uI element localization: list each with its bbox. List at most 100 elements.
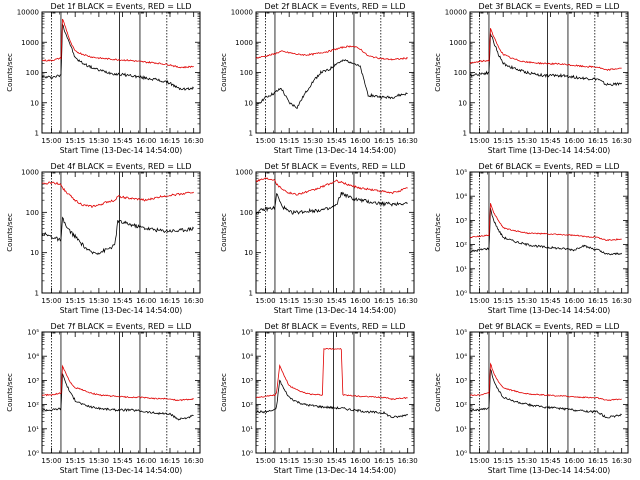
x-tick-label: 16:15 — [374, 297, 394, 305]
events-series-line — [469, 208, 623, 256]
x-axis-label: Start Time (13-Dec-14 14:54:00) — [60, 466, 182, 475]
panel-title: Det 6f BLACK = Events, RED = LLD — [478, 162, 619, 171]
y-axis-label: Counts/sec — [434, 213, 442, 252]
y-tick-label: 10⁵ — [455, 329, 467, 337]
x-tick-label: 15:15 — [65, 297, 85, 305]
y-tick-label: 100 — [454, 69, 467, 77]
y-tick-label: 10⁰ — [241, 450, 253, 458]
plot-frame — [41, 331, 201, 454]
events-series-line — [255, 379, 408, 419]
x-tick-label: 15:30 — [517, 457, 537, 465]
x-tick-label: 15:15 — [493, 457, 513, 465]
panel-det-5f: Det 5f BLACK = Events, RED = LLD Counts/s… — [220, 162, 418, 315]
panel-title: Det 8f BLACK = Events, RED = LLD — [264, 322, 405, 331]
x-tick-label: 16:15 — [160, 297, 180, 305]
lld-series-line — [469, 203, 622, 242]
plot-frame — [469, 331, 629, 454]
x-tick-label: 15:45 — [326, 137, 346, 145]
lld-series-line — [255, 45, 408, 61]
x-tick-label: 15:00 — [41, 137, 61, 145]
y-tick-label: 10000 — [17, 9, 39, 17]
panel-title: Det 9f BLACK = Events, RED = LLD — [478, 322, 619, 331]
lld-series-line — [469, 362, 622, 401]
x-tick-label: 16:00 — [564, 137, 584, 145]
y-tick-label: 1 — [463, 130, 467, 138]
events-series-line — [469, 33, 623, 87]
plot-frame — [41, 11, 201, 134]
y-axis-label: Counts/sec — [220, 373, 228, 412]
lld-series-line — [41, 18, 194, 69]
plot-frame — [41, 171, 201, 294]
y-tick-label: 10¹ — [27, 425, 39, 433]
x-tick-label: 15:00 — [255, 137, 275, 145]
y-tick-label: 100 — [26, 69, 39, 77]
y-tick-label: 10 — [458, 99, 467, 107]
x-tick-label: 15:00 — [469, 297, 489, 305]
x-tick-label: 16:30 — [398, 297, 418, 305]
panel-det-4f: Det 4f BLACK = Events, RED = LLD Counts/s… — [6, 162, 204, 315]
y-tick-label: 10000 — [231, 9, 253, 17]
events-series-line — [255, 59, 408, 110]
lld-series-line — [255, 177, 408, 196]
x-tick-label: 16:00 — [136, 297, 156, 305]
x-tick-label: 16:00 — [136, 457, 156, 465]
x-tick-label: 15:00 — [469, 457, 489, 465]
y-tick-label: 1000 — [449, 39, 467, 47]
x-tick-label: 16:30 — [612, 297, 632, 305]
y-tick-label: 10² — [455, 401, 467, 409]
x-tick-label: 15:15 — [493, 297, 513, 305]
x-tick-label: 16:30 — [612, 137, 632, 145]
y-tick-label: 1 — [249, 290, 253, 298]
x-axis-label: Start Time (13-Dec-14 14:54:00) — [274, 306, 396, 315]
y-axis-label: Counts/sec — [220, 213, 228, 252]
y-tick-label: 10⁴ — [241, 353, 253, 361]
events-series-line — [255, 191, 408, 215]
x-tick-label: 16:00 — [564, 457, 584, 465]
x-tick-label: 16:15 — [374, 137, 394, 145]
panel-title: Det 1f BLACK = Events, RED = LLD — [50, 2, 191, 11]
y-tick-label: 100 — [240, 69, 253, 77]
y-tick-label: 1000 — [235, 39, 253, 47]
lld-series-line — [256, 347, 408, 401]
events-series-line — [41, 23, 195, 91]
x-axis-label: Start Time (13-Dec-14 14:54:00) — [60, 146, 182, 155]
y-tick-label: 10⁵ — [455, 169, 467, 177]
panel-det-3f: Det 3f BLACK = Events, RED = LLD Counts/s… — [434, 2, 632, 155]
y-tick-label: 10⁴ — [27, 353, 39, 361]
x-tick-label: 15:30 — [517, 297, 537, 305]
panel-title: Det 7f BLACK = Events, RED = LLD — [50, 322, 191, 331]
y-tick-label: 10² — [27, 401, 39, 409]
panel-det-9f: Det 9f BLACK = Events, RED = LLD Counts/s… — [434, 322, 632, 475]
x-tick-label: 15:00 — [41, 457, 61, 465]
y-tick-label: 10³ — [27, 377, 39, 385]
x-tick-label: 15:45 — [112, 137, 132, 145]
y-tick-label: 1000 — [235, 169, 253, 177]
y-tick-label: 10⁵ — [241, 329, 253, 337]
x-tick-label: 15:45 — [540, 137, 560, 145]
plot-frame — [469, 11, 629, 134]
x-tick-label: 15:15 — [65, 137, 85, 145]
y-tick-label: 10 — [30, 99, 39, 107]
x-tick-label: 16:15 — [588, 137, 608, 145]
y-axis-label: Counts/sec — [434, 373, 442, 412]
x-tick-label: 15:45 — [326, 297, 346, 305]
y-tick-label: 10 — [30, 249, 39, 257]
y-axis-label: Counts/sec — [6, 213, 14, 252]
y-tick-label: 1000 — [21, 39, 39, 47]
x-tick-label: 16:30 — [184, 297, 204, 305]
y-tick-label: 10⁴ — [455, 353, 467, 361]
panel-det-6f: Det 6f BLACK = Events, RED = LLD Counts/s… — [434, 162, 632, 315]
x-tick-label: 15:30 — [303, 297, 323, 305]
x-tick-label: 16:15 — [160, 457, 180, 465]
x-tick-label: 16:15 — [588, 457, 608, 465]
x-axis-label: Start Time (13-Dec-14 14:54:00) — [488, 146, 610, 155]
plot-frame — [255, 331, 415, 454]
x-tick-label: 15:30 — [89, 457, 109, 465]
y-tick-label: 10² — [455, 241, 467, 249]
x-tick-label: 16:00 — [350, 297, 370, 305]
x-axis-label: Start Time (13-Dec-14 14:54:00) — [60, 306, 182, 315]
events-series-line — [41, 216, 195, 255]
plot-frame — [469, 171, 629, 294]
x-tick-label: 15:15 — [493, 137, 513, 145]
